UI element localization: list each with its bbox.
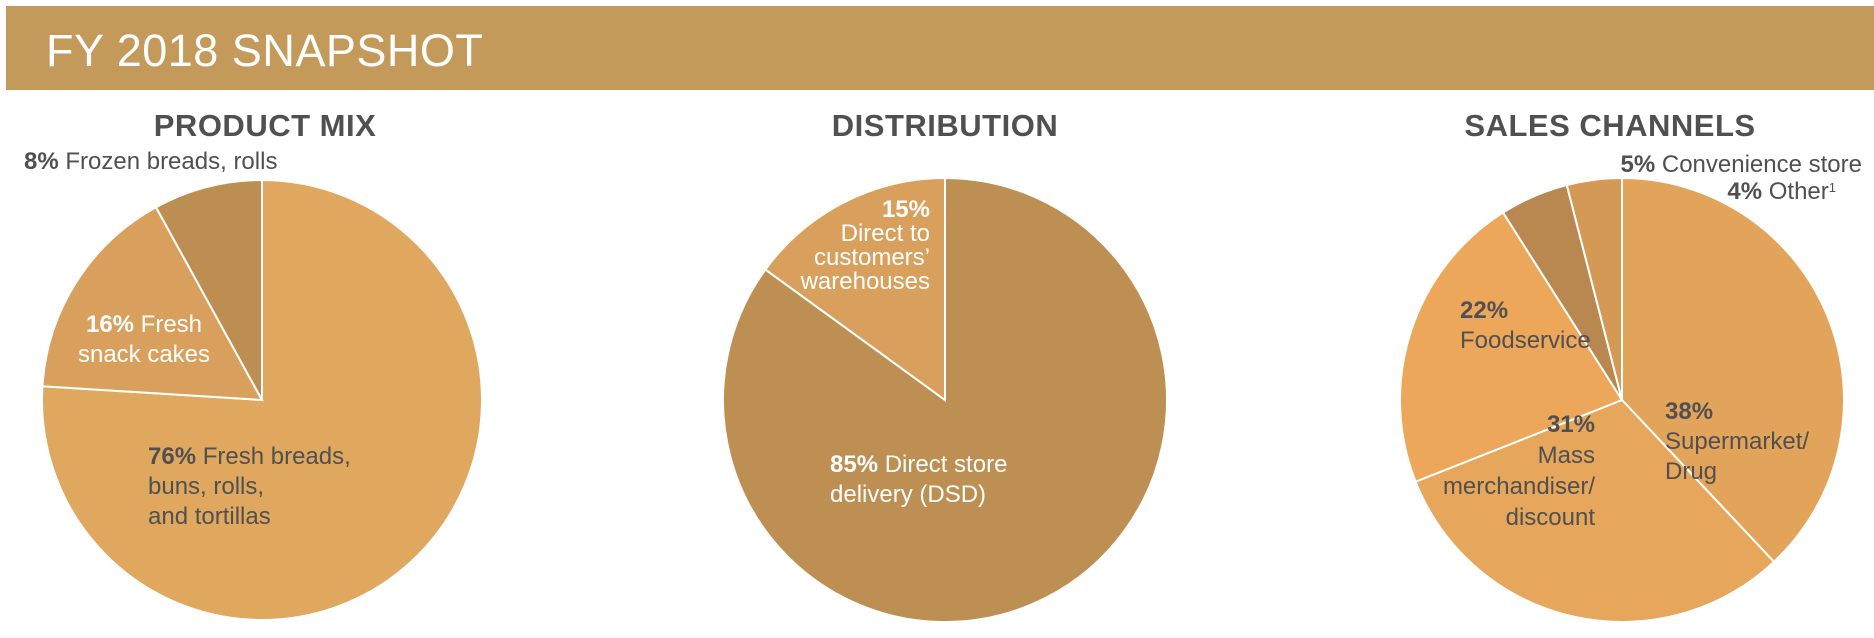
label-text: Supermarket/: [1665, 428, 1810, 455]
label-text: snack cakes: [77, 341, 211, 368]
label-text: Direct to: [840, 220, 930, 247]
pie-slice-fresh-breads: [41, 178, 483, 621]
label-text: warehouses: [800, 268, 930, 295]
label-text: and tortillas: [148, 503, 271, 530]
pie-slice-other: [1565, 176, 1623, 401]
sales-label-mass: 31% Mass merchandiser/ discount: [1380, 409, 1595, 533]
pie-slice-customers-warehouses: [764, 176, 946, 402]
sales-label-supermarket: 38% Supermarket/ Drug: [1665, 397, 1809, 487]
sales-channels-title: SALES CHANNELS: [1464, 108, 1756, 143]
product-mix-label-breads: 76% Fresh breads, buns, rolls, and torti…: [148, 442, 351, 532]
label-pct: 16%: [85, 311, 135, 338]
label-text: Direct store: [878, 451, 1008, 478]
pie-slice-foodservice: [1399, 211, 1624, 484]
header-banner: FY 2018 SNAPSHOT: [6, 6, 1874, 90]
label-pct: 38%: [1665, 398, 1714, 425]
pie-slice-frozen-breads: [154, 178, 263, 401]
label-text: Drug: [1665, 458, 1718, 485]
sales-label-other: 4% Other1: [1620, 177, 1836, 207]
label-text: Convenience store: [1655, 151, 1862, 178]
label-pct: 8%: [24, 148, 59, 175]
page-title: FY 2018 SNAPSHOT: [46, 25, 484, 76]
label-text: Fresh breads,: [196, 443, 351, 470]
product-mix-label-frozen: 8% Frozen breads, rolls: [24, 147, 277, 177]
label-text: discount: [1505, 504, 1595, 531]
label-pct: 5%: [1620, 151, 1656, 178]
product-mix-title: PRODUCT MIX: [153, 108, 377, 143]
label-text: Fresh: [134, 311, 203, 338]
pie-slice-mass-merchandiser: [1414, 398, 1776, 623]
label-pct: 15%: [881, 196, 930, 223]
footnote-marker: 1: [1828, 180, 1836, 195]
label-text: Foodservice: [1460, 327, 1591, 354]
label-pct: 22%: [1460, 297, 1509, 324]
label-text: customers’: [813, 244, 930, 271]
label-pct: 4%: [1727, 178, 1763, 205]
pie-slice-snack-cakes: [41, 205, 264, 402]
label-pct: 76%: [148, 443, 197, 470]
distribution-label-warehouses: 15% Direct to customers’ warehouses: [770, 198, 930, 294]
sales-label-convenience: 5% Convenience store: [1560, 150, 1862, 180]
label-text: Other: [1762, 178, 1829, 205]
label-text: merchandiser/: [1442, 473, 1595, 500]
label-text: delivery (DSD): [830, 481, 987, 508]
distribution-label-dsd: 85% Direct store delivery (DSD): [830, 450, 1007, 510]
label-text: buns, rolls,: [148, 473, 265, 500]
pie-slice-supermarket-drug: [1621, 176, 1845, 564]
label-text: Mass: [1537, 442, 1595, 469]
sales-label-foodservice: 22% Foodservice: [1460, 296, 1591, 356]
distribution-title: DISTRIBUTION: [831, 108, 1059, 143]
product-mix-label-snack: 16% Fresh snack cakes: [64, 310, 224, 370]
label-text: Frozen breads, rolls: [58, 148, 278, 175]
label-pct: 85%: [830, 451, 879, 478]
label-pct: 31%: [1546, 411, 1595, 438]
